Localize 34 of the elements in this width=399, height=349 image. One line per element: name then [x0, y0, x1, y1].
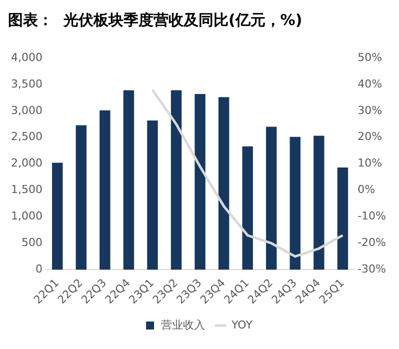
- y2-tick-label: 20%: [358, 130, 382, 144]
- chart-title: 图表： 光伏板块季度营收及同比(亿元，%): [8, 10, 302, 29]
- y-tick-label: 2,000: [10, 156, 42, 170]
- y-tick-label: 0: [35, 262, 42, 276]
- y2-tick-label: 10%: [358, 156, 382, 170]
- y2-tick-label: 40%: [358, 77, 382, 90]
- bar: [76, 125, 87, 270]
- bar: [337, 168, 348, 270]
- y-tick-label: 3,500: [10, 77, 42, 90]
- bar: [194, 94, 206, 270]
- bar: [170, 90, 182, 270]
- bar: [290, 136, 300, 270]
- bar: [147, 120, 158, 270]
- y2-tick-label: -10%: [358, 210, 386, 223]
- y-tick-label: 1,000: [10, 210, 42, 223]
- bar: [314, 136, 324, 270]
- y-tick-label: 500: [21, 236, 42, 250]
- y-tick-label: 1,500: [10, 183, 42, 196]
- y-tick-label: 2,500: [10, 130, 42, 144]
- legend-label: 营业收入: [161, 318, 206, 332]
- legend-label: YOY: [230, 318, 253, 332]
- y2-tick-label: -30%: [358, 262, 386, 276]
- y-tick-label: 4,000: [10, 50, 42, 64]
- bar: [123, 90, 134, 270]
- bar: [100, 110, 110, 270]
- y-tick-label: 3,000: [10, 104, 42, 117]
- bar: [218, 97, 230, 270]
- bar: [52, 162, 63, 270]
- y2-tick-label: 50%: [358, 50, 382, 64]
- y2-tick-label: 30%: [358, 104, 382, 117]
- bar: [242, 146, 253, 270]
- y2-tick-label: 0%: [358, 183, 376, 196]
- y2-tick-label: -20%: [358, 236, 386, 250]
- bar: [266, 126, 277, 270]
